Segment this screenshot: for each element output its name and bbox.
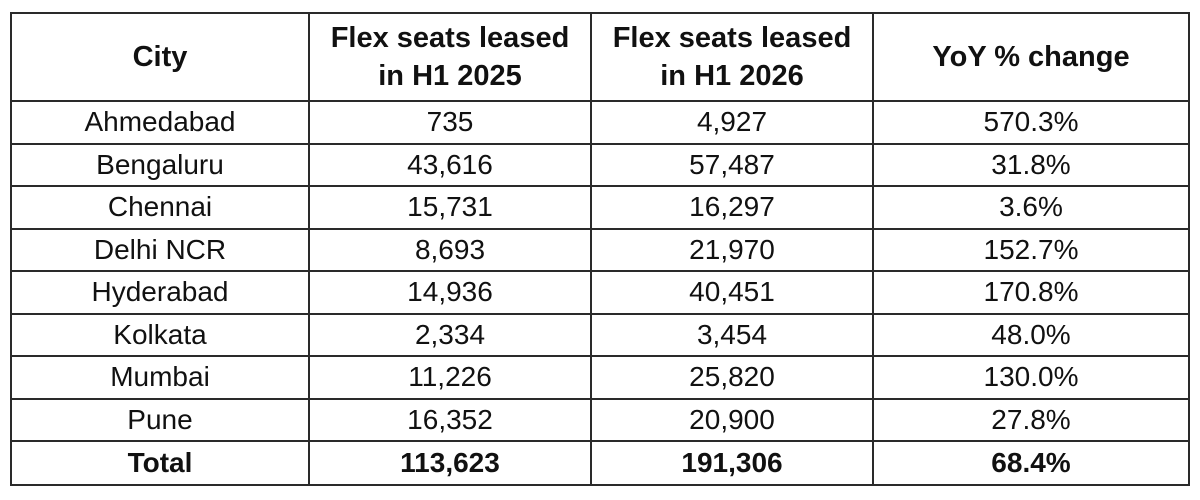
cell-city: Chennai [10, 185, 310, 230]
cell-h1-2026: 16,297 [590, 185, 874, 230]
table-row: Bengaluru 43,616 57,487 31.8% [10, 142, 1190, 187]
header-h1-2026-label: Flex seats leased in H1 2026 [612, 22, 852, 92]
cell-yoy: 27.8% [872, 397, 1190, 442]
header-row: City Flex seats leased in H1 2025 Flex s… [10, 12, 1190, 102]
flex-seats-table: City Flex seats leased in H1 2025 Flex s… [10, 12, 1190, 486]
header-h1-2026: Flex seats leased in H1 2026 [590, 12, 874, 102]
table-row: Hyderabad 14,936 40,451 170.8% [10, 270, 1190, 315]
cell-city: Kolkata [10, 312, 310, 357]
total-yoy: 68.4% [872, 440, 1190, 486]
header-city-label: City [132, 41, 188, 73]
table-body: Ahmedabad 735 4,927 570.3% Bengaluru 43,… [10, 100, 1190, 442]
total-h1-2026: 191,306 [590, 440, 874, 486]
cell-h1-2025: 11,226 [308, 355, 592, 400]
cell-h1-2026: 25,820 [590, 355, 874, 400]
cell-yoy: 3.6% [872, 185, 1190, 230]
cell-yoy: 31.8% [872, 142, 1190, 187]
table-header: City Flex seats leased in H1 2025 Flex s… [10, 12, 1190, 102]
header-yoy-label: YoY % change [932, 41, 1130, 73]
cell-city: Mumbai [10, 355, 310, 400]
cell-h1-2026: 21,970 [590, 227, 874, 272]
cell-h1-2026: 57,487 [590, 142, 874, 187]
cell-h1-2026: 20,900 [590, 397, 874, 442]
cell-city: Delhi NCR [10, 227, 310, 272]
cell-h1-2025: 2,334 [308, 312, 592, 357]
table-row: Ahmedabad 735 4,927 570.3% [10, 100, 1190, 145]
cell-city: Hyderabad [10, 270, 310, 315]
cell-yoy: 48.0% [872, 312, 1190, 357]
table-row: Delhi NCR 8,693 21,970 152.7% [10, 227, 1190, 272]
cell-h1-2026: 4,927 [590, 100, 874, 145]
header-h1-2025-label: Flex seats leased in H1 2025 [330, 22, 570, 92]
cell-yoy: 130.0% [872, 355, 1190, 400]
cell-h1-2025: 735 [308, 100, 592, 145]
cell-h1-2026: 3,454 [590, 312, 874, 357]
cell-h1-2025: 15,731 [308, 185, 592, 230]
cell-city: Bengaluru [10, 142, 310, 187]
cell-yoy: 570.3% [872, 100, 1190, 145]
cell-h1-2025: 43,616 [308, 142, 592, 187]
cell-h1-2025: 16,352 [308, 397, 592, 442]
cell-yoy: 152.7% [872, 227, 1190, 272]
cell-h1-2025: 8,693 [308, 227, 592, 272]
cell-yoy: 170.8% [872, 270, 1190, 315]
header-city: City [10, 12, 310, 102]
cell-city: Pune [10, 397, 310, 442]
table-footer: Total 113,623 191,306 68.4% [10, 440, 1190, 486]
header-yoy: YoY % change [872, 12, 1190, 102]
header-h1-2025: Flex seats leased in H1 2025 [308, 12, 592, 102]
total-h1-2025: 113,623 [308, 440, 592, 486]
table-row: Pune 16,352 20,900 27.8% [10, 397, 1190, 442]
table-row: Chennai 15,731 16,297 3.6% [10, 185, 1190, 230]
table-row: Kolkata 2,334 3,454 48.0% [10, 312, 1190, 357]
cell-city: Ahmedabad [10, 100, 310, 145]
cell-h1-2025: 14,936 [308, 270, 592, 315]
cell-h1-2026: 40,451 [590, 270, 874, 315]
table-row: Mumbai 11,226 25,820 130.0% [10, 355, 1190, 400]
total-row: Total 113,623 191,306 68.4% [10, 440, 1190, 486]
total-label: Total [10, 440, 310, 486]
